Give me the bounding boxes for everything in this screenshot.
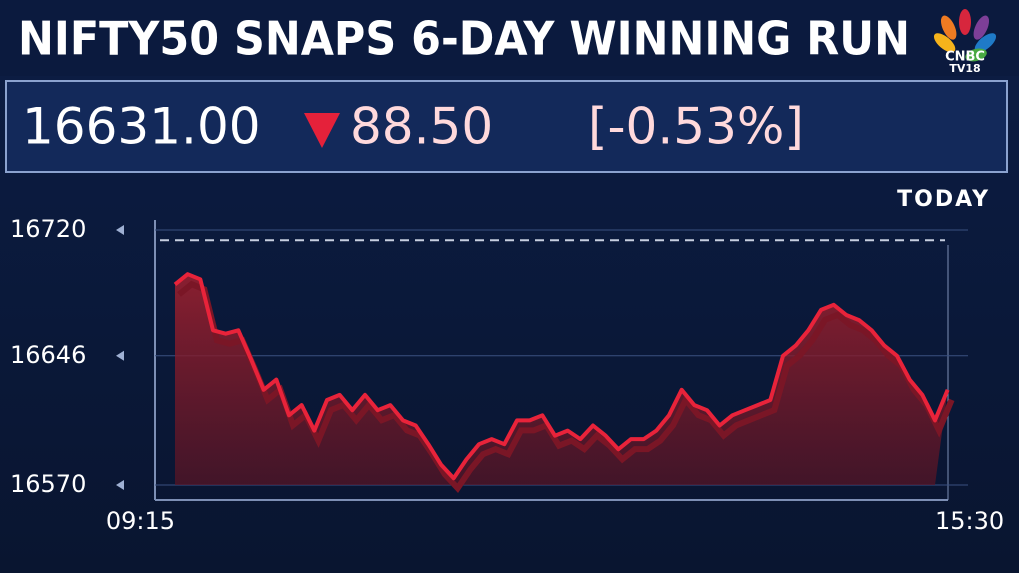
change: 88.50	[350, 98, 493, 156]
x-tick-label: 09:15	[106, 507, 175, 535]
area	[175, 274, 948, 485]
tick-arrow	[116, 225, 124, 235]
x-tick-label: 15:30	[935, 507, 1004, 535]
logo: CNBC TV18	[933, 9, 997, 75]
y-tick-label: 16570	[10, 470, 86, 498]
y-tick-label: 16646	[10, 341, 86, 369]
title-bar	[0, 0, 1019, 76]
plot: 16570 16646 16720 09:15 15:30	[10, 215, 1004, 535]
headline: NIFTY50 SNAPS 6-DAY WINNING RUN	[18, 12, 910, 66]
tick-arrow	[116, 480, 124, 490]
price: 16631.00	[22, 98, 261, 156]
period-label: TODAY	[897, 187, 990, 212]
tick-arrow	[116, 350, 124, 361]
logo-text: TV18	[949, 62, 980, 75]
line	[173, 272, 950, 481]
down-arrow	[304, 113, 340, 148]
change-percent: [-0.53%]	[588, 98, 804, 156]
quote-box	[5, 80, 1008, 173]
logo-text: CNBC	[945, 50, 985, 65]
y-tick-label: 16720	[10, 215, 86, 243]
